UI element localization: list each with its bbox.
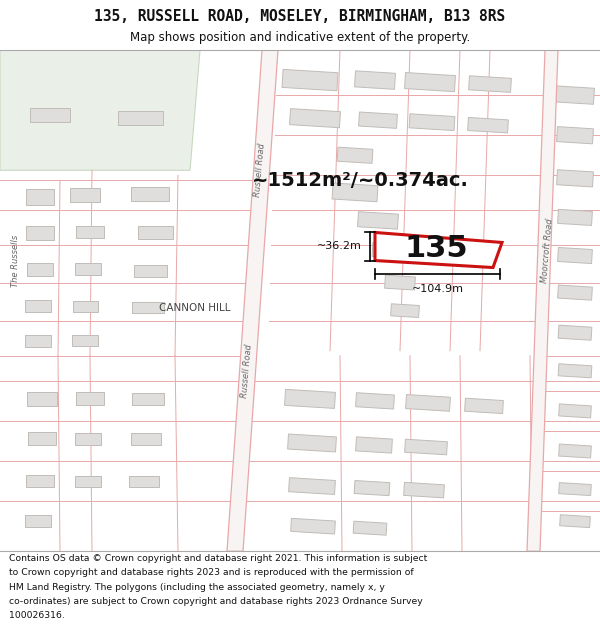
- Bar: [355, 71, 395, 89]
- Bar: [404, 72, 455, 92]
- Bar: [354, 481, 390, 496]
- Bar: [27, 392, 57, 406]
- Bar: [353, 521, 387, 535]
- Bar: [76, 226, 104, 239]
- Bar: [25, 515, 51, 528]
- Bar: [27, 263, 53, 276]
- Bar: [356, 437, 392, 453]
- Text: Moorcroft Road: Moorcroft Road: [540, 218, 554, 283]
- Text: CANNON HILL: CANNON HILL: [159, 302, 231, 312]
- Bar: [72, 335, 98, 346]
- Bar: [404, 482, 445, 498]
- Bar: [289, 478, 335, 494]
- Bar: [557, 285, 592, 300]
- Bar: [559, 404, 592, 418]
- Bar: [558, 325, 592, 340]
- Bar: [409, 114, 455, 131]
- Bar: [385, 275, 415, 290]
- Bar: [137, 226, 173, 239]
- Polygon shape: [375, 232, 502, 268]
- Bar: [290, 109, 340, 127]
- Bar: [391, 304, 419, 318]
- Text: co-ordinates) are subject to Crown copyright and database rights 2023 Ordnance S: co-ordinates) are subject to Crown copyr…: [9, 597, 423, 606]
- Bar: [129, 476, 159, 487]
- Bar: [26, 189, 54, 206]
- Text: 135, RUSSELL ROAD, MOSELEY, BIRMINGHAM, B13 8RS: 135, RUSSELL ROAD, MOSELEY, BIRMINGHAM, …: [94, 9, 506, 24]
- Text: to Crown copyright and database rights 2023 and is reproduced with the permissio: to Crown copyright and database rights 2…: [9, 568, 413, 578]
- Text: 135: 135: [404, 234, 468, 263]
- Text: ~104.9m: ~104.9m: [412, 284, 464, 294]
- Polygon shape: [227, 50, 278, 551]
- Bar: [132, 302, 164, 313]
- Bar: [131, 433, 161, 445]
- Bar: [25, 299, 51, 312]
- Bar: [133, 264, 167, 277]
- Bar: [559, 482, 592, 496]
- Text: Russell Road: Russell Road: [240, 344, 254, 398]
- Bar: [75, 476, 101, 487]
- Bar: [469, 76, 511, 92]
- Bar: [559, 444, 592, 458]
- Bar: [464, 398, 503, 414]
- Bar: [73, 301, 97, 312]
- Bar: [28, 432, 56, 446]
- Text: Russell Road: Russell Road: [253, 143, 267, 198]
- Bar: [282, 69, 338, 91]
- Bar: [356, 392, 394, 409]
- Bar: [26, 475, 54, 487]
- Bar: [25, 335, 51, 347]
- Text: The Russells: The Russells: [10, 234, 19, 287]
- Polygon shape: [527, 50, 558, 551]
- Bar: [337, 147, 373, 163]
- Bar: [75, 433, 101, 445]
- Bar: [30, 108, 70, 122]
- Bar: [557, 170, 593, 187]
- Bar: [284, 389, 335, 408]
- Bar: [76, 392, 104, 406]
- Bar: [372, 242, 408, 259]
- Bar: [118, 111, 163, 125]
- Bar: [557, 209, 592, 226]
- Bar: [558, 364, 592, 378]
- Bar: [557, 127, 593, 144]
- Bar: [132, 393, 164, 405]
- Bar: [404, 439, 448, 455]
- Text: ~36.2m: ~36.2m: [317, 241, 362, 251]
- Text: Contains OS data © Crown copyright and database right 2021. This information is : Contains OS data © Crown copyright and d…: [9, 554, 427, 563]
- Bar: [26, 226, 54, 241]
- Bar: [358, 212, 398, 229]
- Bar: [556, 86, 595, 104]
- Bar: [70, 188, 100, 202]
- Bar: [560, 515, 590, 528]
- Bar: [131, 188, 169, 201]
- Bar: [406, 394, 451, 411]
- Text: Map shows position and indicative extent of the property.: Map shows position and indicative extent…: [130, 31, 470, 44]
- Bar: [467, 118, 508, 133]
- Text: HM Land Registry. The polygons (including the associated geometry, namely x, y: HM Land Registry. The polygons (includin…: [9, 582, 385, 591]
- Bar: [332, 183, 378, 202]
- Text: ~1512m²/~0.374ac.: ~1512m²/~0.374ac.: [251, 171, 469, 190]
- Text: 100026316.: 100026316.: [9, 611, 65, 620]
- Polygon shape: [0, 50, 200, 170]
- Bar: [359, 112, 397, 128]
- Bar: [557, 248, 592, 264]
- Bar: [75, 262, 101, 274]
- Bar: [290, 518, 335, 534]
- Bar: [287, 434, 337, 452]
